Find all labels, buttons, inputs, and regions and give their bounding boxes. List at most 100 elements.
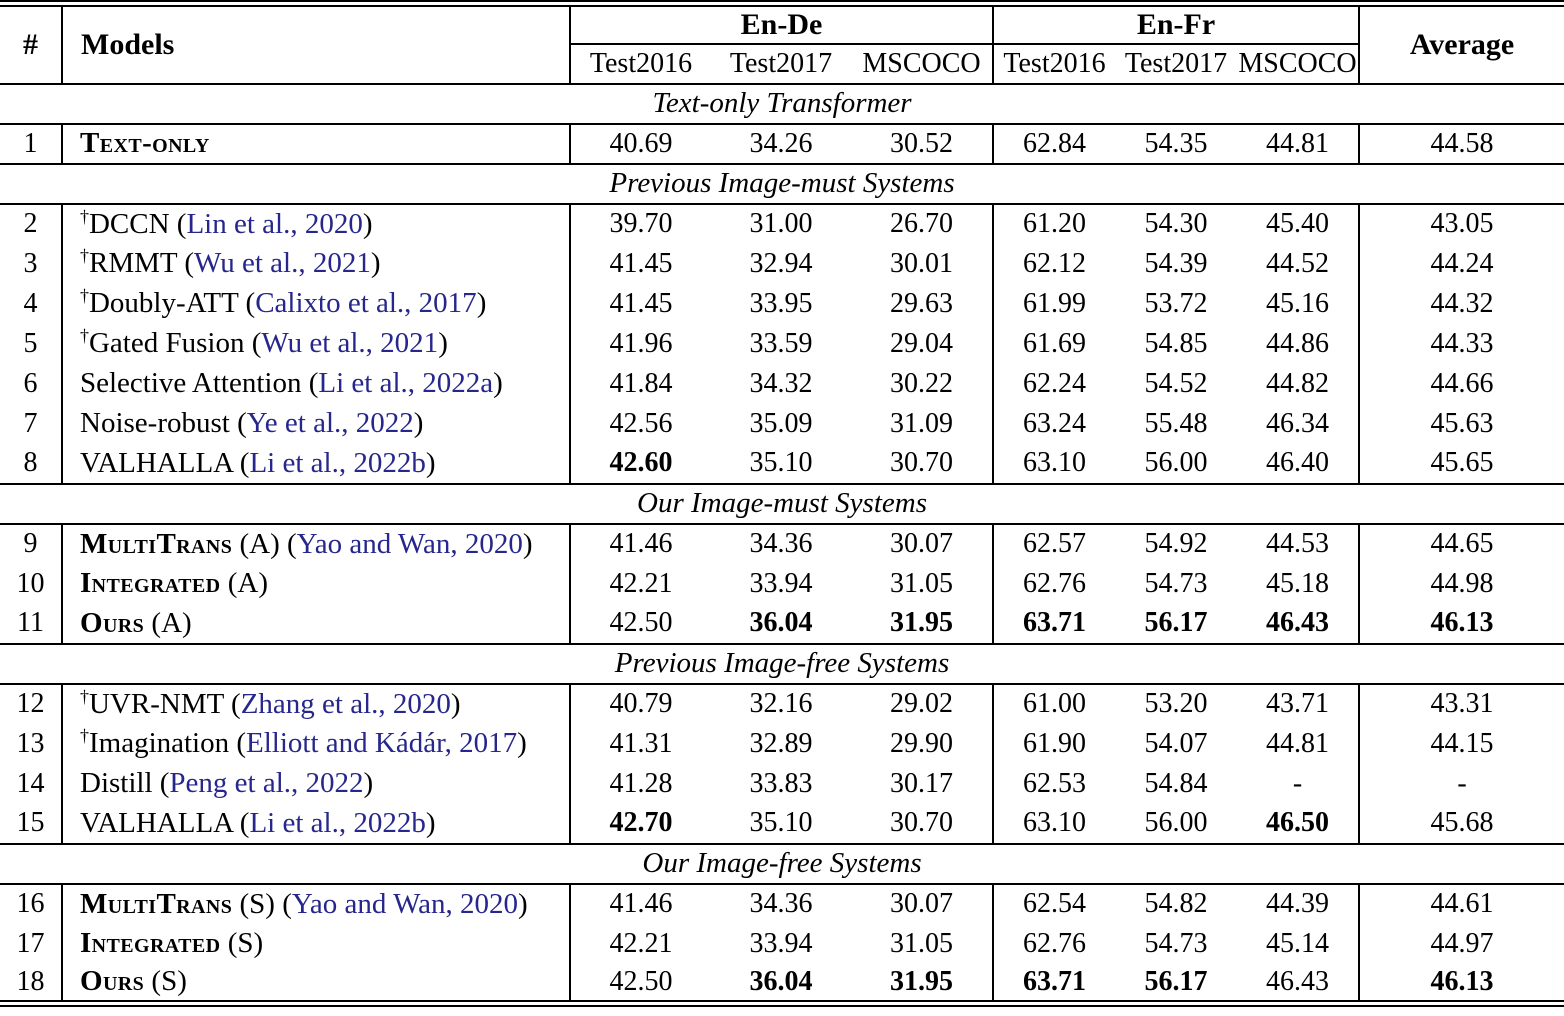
citation-link[interactable]: Wu et al., 2021: [194, 247, 371, 279]
model-name-smallcaps: Ours: [80, 606, 145, 639]
model-name-text-post: ): [363, 767, 374, 799]
score-cell: 44.65: [1430, 528, 1494, 559]
sub-column-header-enfr-test2017: Test2017: [1115, 43, 1237, 85]
score-cell: 54.82: [1144, 888, 1208, 919]
row-number-cell: 13: [0, 723, 63, 764]
row-number-cell: 7: [0, 403, 63, 444]
citation-link[interactable]: Calixto et al., 2017: [255, 287, 477, 319]
row-number-cell: 1: [0, 123, 63, 164]
score-cell: 62.84: [1023, 127, 1086, 159]
section-title: Text-only Transformer: [0, 82, 1564, 125]
score-cell: 44.39: [1237, 883, 1361, 924]
score-cell: 44.97: [1430, 927, 1494, 959]
score-cell: 30.07: [851, 883, 994, 924]
citation-link[interactable]: Lin et al., 2020: [186, 207, 363, 240]
score-cell: 44.32: [1430, 287, 1494, 319]
score-cell: 54.73: [1144, 927, 1208, 959]
score-cell: 36.04: [749, 965, 813, 997]
section-title-row: Previous Image-free Systems: [0, 642, 1564, 685]
citation-link[interactable]: Wu et al., 2021: [261, 327, 439, 359]
citation-link[interactable]: Yao and Wan, 2020: [296, 527, 523, 560]
table-row: 17 Integrated (S) 42.21 33.94 31.05 62.76 54.7…: [0, 923, 1564, 964]
citation-link[interactable]: Zhang et al., 2020: [240, 687, 451, 720]
citation-link[interactable]: Yao and Wan, 2020: [291, 887, 519, 920]
table-row: 10 Integrated (A) 42.21 33.94 31.05 62.76 54.7…: [0, 563, 1564, 604]
table-row: 11 Ours (A) 42.50 36.04 31.95 63.71 56.17 46.43…: [0, 603, 1564, 644]
model-name-text-post: ): [522, 527, 533, 560]
score-cell: 39.70: [609, 208, 673, 239]
model-cell: Integrated (S): [62, 923, 571, 964]
dagger-mark: †: [80, 205, 89, 226]
table-row: 6 Selective Attention (Li et al., 2022a) 4…: [0, 363, 1564, 404]
score-cell: 42.60: [609, 447, 673, 478]
score-cell: 62.53: [1023, 767, 1086, 799]
row-number-cell: 10: [0, 563, 63, 604]
score-cell: 41.46: [609, 888, 673, 919]
model-name-text: Selective Attention (: [80, 367, 319, 399]
table-row: 18 Ours (S) 42.50 36.04 31.95 63.71 56.17 46.43…: [0, 963, 1564, 1004]
score-cell: 29.04: [851, 323, 994, 364]
score-cell: 54.52: [1144, 367, 1208, 399]
dagger-mark: †: [80, 685, 89, 706]
table-row: 5 †Gated Fusion (Wu et al., 2021) 41.96 33.…: [0, 323, 1564, 364]
score-cell: 56.00: [1144, 447, 1208, 478]
row-number-cell: 6: [0, 363, 63, 404]
model-name-text: Distill (: [80, 767, 170, 799]
section-title: Our Image-must Systems: [0, 482, 1564, 525]
section-title-row: Previous Image-must Systems: [0, 162, 1564, 205]
score-cell: 46.50: [1237, 803, 1361, 844]
citation-link[interactable]: Li et al., 2022b: [249, 446, 426, 479]
row-number-cell: 11: [0, 603, 63, 644]
score-cell: 33.59: [749, 327, 813, 359]
citation-link[interactable]: Elliott and Kádár, 2017: [246, 727, 518, 759]
score-cell: 44.61: [1430, 888, 1494, 919]
score-cell: 55.48: [1144, 407, 1208, 439]
score-cell: 32.16: [749, 688, 813, 719]
score-cell: 30.01: [851, 243, 994, 284]
hash-column-header: #: [0, 3, 63, 85]
model-cell: Distill (Peng et al., 2022): [62, 763, 571, 804]
model-name-text: Gated Fusion (: [88, 327, 262, 359]
table-row: 13 †Imagination (Elliott and Kádár, 2017)…: [0, 723, 1564, 764]
score-cell: 61.20: [1023, 208, 1086, 239]
score-cell: 44.52: [1237, 243, 1361, 284]
score-cell: 31.09: [851, 403, 994, 444]
table-row: 3 †RMMT (Wu et al., 2021) 41.45 32.94 30.01 6…: [0, 243, 1564, 284]
score-cell: 45.16: [1237, 283, 1361, 324]
score-cell: 30.17: [851, 763, 994, 804]
score-cell: 44.66: [1430, 367, 1494, 399]
score-cell: 63.10: [1023, 807, 1086, 838]
model-cell: MultiTrans (S) (Yao and Wan, 2020): [62, 883, 571, 924]
score-cell: 62.24: [1023, 367, 1086, 399]
table-row: 14 Distill (Peng et al., 2022) 41.28 33.83 3…: [0, 763, 1564, 804]
table-row: 16 MultiTrans (S) (Yao and Wan, 2020) 41.4…: [0, 883, 1564, 924]
model-cell: Ours (S): [62, 963, 571, 1004]
score-cell: 31.00: [749, 208, 813, 239]
sub-column-header-ende-test2016: Test2016: [570, 43, 711, 85]
score-cell: 62.57: [1023, 528, 1086, 559]
score-cell: 61.99: [1023, 287, 1086, 319]
model-name-text-post: ): [425, 806, 436, 839]
score-cell: 63.71: [1023, 607, 1086, 638]
dagger-mark: †: [80, 245, 89, 266]
table-row: 2 †DCCN (Lin et al., 2020) 39.70 31.00 26.70…: [0, 203, 1564, 244]
model-name-text: (S): [144, 965, 187, 998]
row-number-cell: 2: [0, 203, 63, 244]
dagger-mark: †: [80, 285, 89, 306]
model-name-text: VALHALLA (: [80, 446, 250, 479]
score-cell: 33.83: [749, 767, 813, 799]
row-number-cell: 12: [0, 683, 63, 724]
score-cell: 45.63: [1430, 407, 1494, 439]
score-cell: 45.18: [1237, 563, 1361, 604]
header-row-subs: Test2016 Test2017 MSCOCO Test2016 Test20…: [0, 43, 1564, 85]
table-row: 8 VALHALLA (Li et al., 2022b) 42.60 35.10 30…: [0, 443, 1564, 484]
citation-link[interactable]: Li et al., 2022a: [318, 367, 494, 399]
citation-link[interactable]: Li et al., 2022b: [249, 806, 426, 839]
sub-column-header-ende-test2017: Test2017: [711, 43, 851, 85]
score-cell: 35.09: [749, 407, 813, 439]
citation-link[interactable]: Ye et al., 2022: [246, 407, 414, 439]
model-name-smallcaps: MultiTrans: [80, 527, 233, 560]
score-cell: 36.04: [749, 607, 813, 638]
citation-link[interactable]: Peng et al., 2022: [169, 767, 364, 799]
